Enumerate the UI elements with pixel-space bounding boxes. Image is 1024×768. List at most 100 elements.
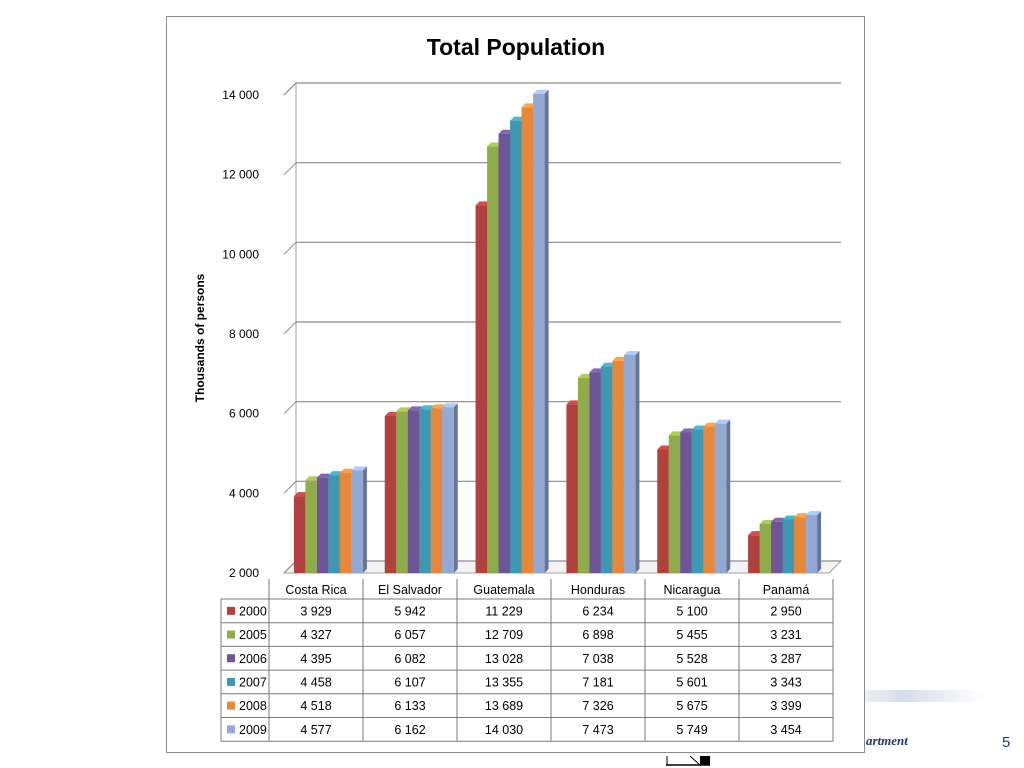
data-table: Costa Rica El Salvador Guatemala Honduras Ni… [220, 579, 834, 742]
table-cell: 12 709 [485, 628, 523, 642]
table-cell: 6 898 [582, 628, 613, 642]
bar-front [419, 409, 431, 573]
table-cell: 2 950 [770, 604, 801, 618]
table-cell: 3 343 [770, 675, 801, 689]
legend-entry: 2006 [239, 652, 267, 666]
table-cell: 6 234 [582, 604, 613, 618]
category-label: Honduras [571, 583, 625, 597]
table-cell: 5 601 [676, 675, 707, 689]
y-tick-label: 10 000 [222, 247, 259, 261]
gridline-diagonal [283, 162, 297, 176]
bar-side [453, 403, 458, 573]
bar-side [544, 89, 549, 574]
table-cell: 4 518 [300, 699, 331, 713]
bar-top [714, 419, 731, 424]
chart-container: 2 000 4 000 6 000 8 000 10 000 12 000 14 000 T… [166, 16, 865, 753]
table-cell: 7 181 [582, 675, 613, 689]
bar-front [475, 205, 488, 573]
category-label: Panamá [763, 583, 810, 597]
gridline-diagonal [283, 321, 297, 335]
bar-front [680, 432, 692, 573]
table-cell: 5 528 [676, 652, 707, 666]
bar-front [703, 426, 715, 573]
table-cell: 4 327 [300, 628, 331, 642]
bar-front [430, 408, 443, 573]
y-tick-label: 14 000 [222, 88, 259, 102]
bar-front [316, 477, 329, 573]
bar-front [714, 423, 727, 573]
table-cell: 13 028 [485, 652, 523, 666]
table-cell: 6 107 [394, 675, 425, 689]
bar-front [407, 410, 420, 573]
category-label: Costa Rica [285, 583, 346, 597]
legend-swatch [227, 701, 235, 710]
legend-entry: 2000 [239, 604, 267, 618]
legend-entry: 2009 [239, 723, 267, 737]
bar-side [635, 350, 640, 573]
gridline-diagonal [283, 82, 297, 96]
table-cell: 6 082 [394, 652, 425, 666]
bar-front [396, 411, 408, 573]
legend-swatch [227, 725, 235, 734]
bar [805, 511, 822, 573]
table-cell: 4 395 [300, 652, 331, 666]
table-cell: 3 929 [300, 604, 331, 618]
y-axis-ticks: 2 000 4 000 6 000 8 000 10 000 12 000 14 000 [222, 88, 259, 580]
bar-side [726, 419, 731, 573]
bar-front [351, 470, 363, 573]
table-cell: 6 162 [394, 723, 425, 737]
gridline-diagonal [283, 401, 297, 415]
bar-front [339, 472, 352, 573]
page-number: 5 [1002, 734, 1011, 751]
bar-front [612, 360, 624, 573]
bar-front [759, 523, 772, 573]
legend-entry: 2008 [239, 699, 267, 713]
table-cell: 6 057 [394, 628, 425, 642]
legend-swatch [227, 606, 235, 615]
bar-side [817, 511, 822, 573]
bar [623, 350, 640, 573]
bar-front [600, 366, 613, 573]
table-cell: 3 454 [770, 723, 801, 737]
legend-swatch [227, 654, 235, 663]
legend-swatch [227, 677, 235, 686]
bar-top [623, 350, 640, 355]
gridlines [282, 81, 843, 574]
bar-front [533, 93, 545, 574]
category-label: Guatemala [473, 583, 534, 597]
y-tick-label: 2 000 [229, 566, 259, 580]
bar-front [657, 449, 669, 573]
bar-front [384, 415, 397, 573]
legend-entry: 2007 [239, 675, 267, 689]
table-cell: 3 399 [770, 699, 801, 713]
y-tick-label: 8 000 [229, 327, 259, 341]
table-cell: 6 133 [394, 699, 425, 713]
table-cell: 5 455 [676, 628, 707, 642]
bar-front [566, 404, 578, 573]
y-axis-label: Thousands of persons [193, 273, 207, 402]
bar-front [293, 496, 306, 573]
bar [351, 466, 367, 573]
y-tick-label: 6 000 [229, 407, 259, 421]
bar-front [805, 515, 818, 573]
legend-swatch [227, 630, 235, 639]
bar-front [328, 475, 340, 573]
bar-top [533, 89, 549, 94]
legend-entry: 2005 [239, 628, 267, 642]
table-cell: 11 229 [485, 604, 522, 618]
table-cell: 5 100 [676, 604, 707, 618]
bar-front [442, 407, 454, 573]
table-cell: 3 287 [770, 652, 801, 666]
bar-side [362, 466, 367, 573]
bar-front [623, 354, 636, 573]
category-label: Nicaragua [664, 583, 721, 597]
table-cell: 7 326 [582, 699, 613, 713]
bar-front [305, 480, 317, 573]
bar-front [794, 517, 806, 573]
table-cell: 5 675 [676, 699, 707, 713]
bar-front [577, 377, 590, 573]
bar [533, 89, 549, 574]
table-cell: 4 577 [300, 723, 331, 737]
table-cell: 5 942 [394, 604, 425, 618]
bar-front [487, 146, 499, 573]
